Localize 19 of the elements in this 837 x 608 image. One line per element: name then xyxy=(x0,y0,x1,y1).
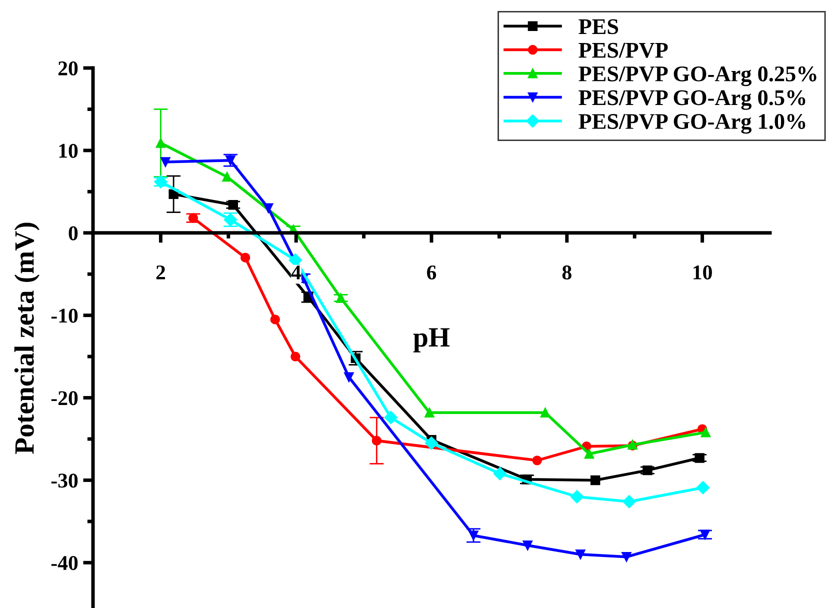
legend-label: PES/PVP GO-Arg 0.25% xyxy=(578,66,816,86)
x-tick-label: 10 xyxy=(694,265,712,280)
y-axis-title: Potencial zeta (mV) xyxy=(14,222,40,454)
x-tick-label: 2 xyxy=(156,265,166,280)
y-tick-label: -40 xyxy=(51,556,78,570)
x-tick-label: 6 xyxy=(427,265,436,280)
y-tick-label: 20 xyxy=(58,61,78,76)
y-tick-label: 10 xyxy=(59,144,78,158)
y-tick-label: -20 xyxy=(51,391,78,406)
x-axis-title: pH xyxy=(413,328,450,352)
legend-label: PES/PVP GO-Arg 0.5% xyxy=(578,90,806,110)
legend-label: PES/PVP xyxy=(578,42,668,58)
legend-label: PES xyxy=(578,19,618,34)
y-tick-label: -30 xyxy=(51,474,78,488)
y-tick-label: 0 xyxy=(68,226,78,240)
legend-label: PES/PVP GO-Arg 1.0% xyxy=(578,114,806,134)
y-tick-label: -10 xyxy=(51,308,78,323)
x-tick-label: 4 xyxy=(291,266,301,280)
x-tick-label: 8 xyxy=(562,265,572,280)
